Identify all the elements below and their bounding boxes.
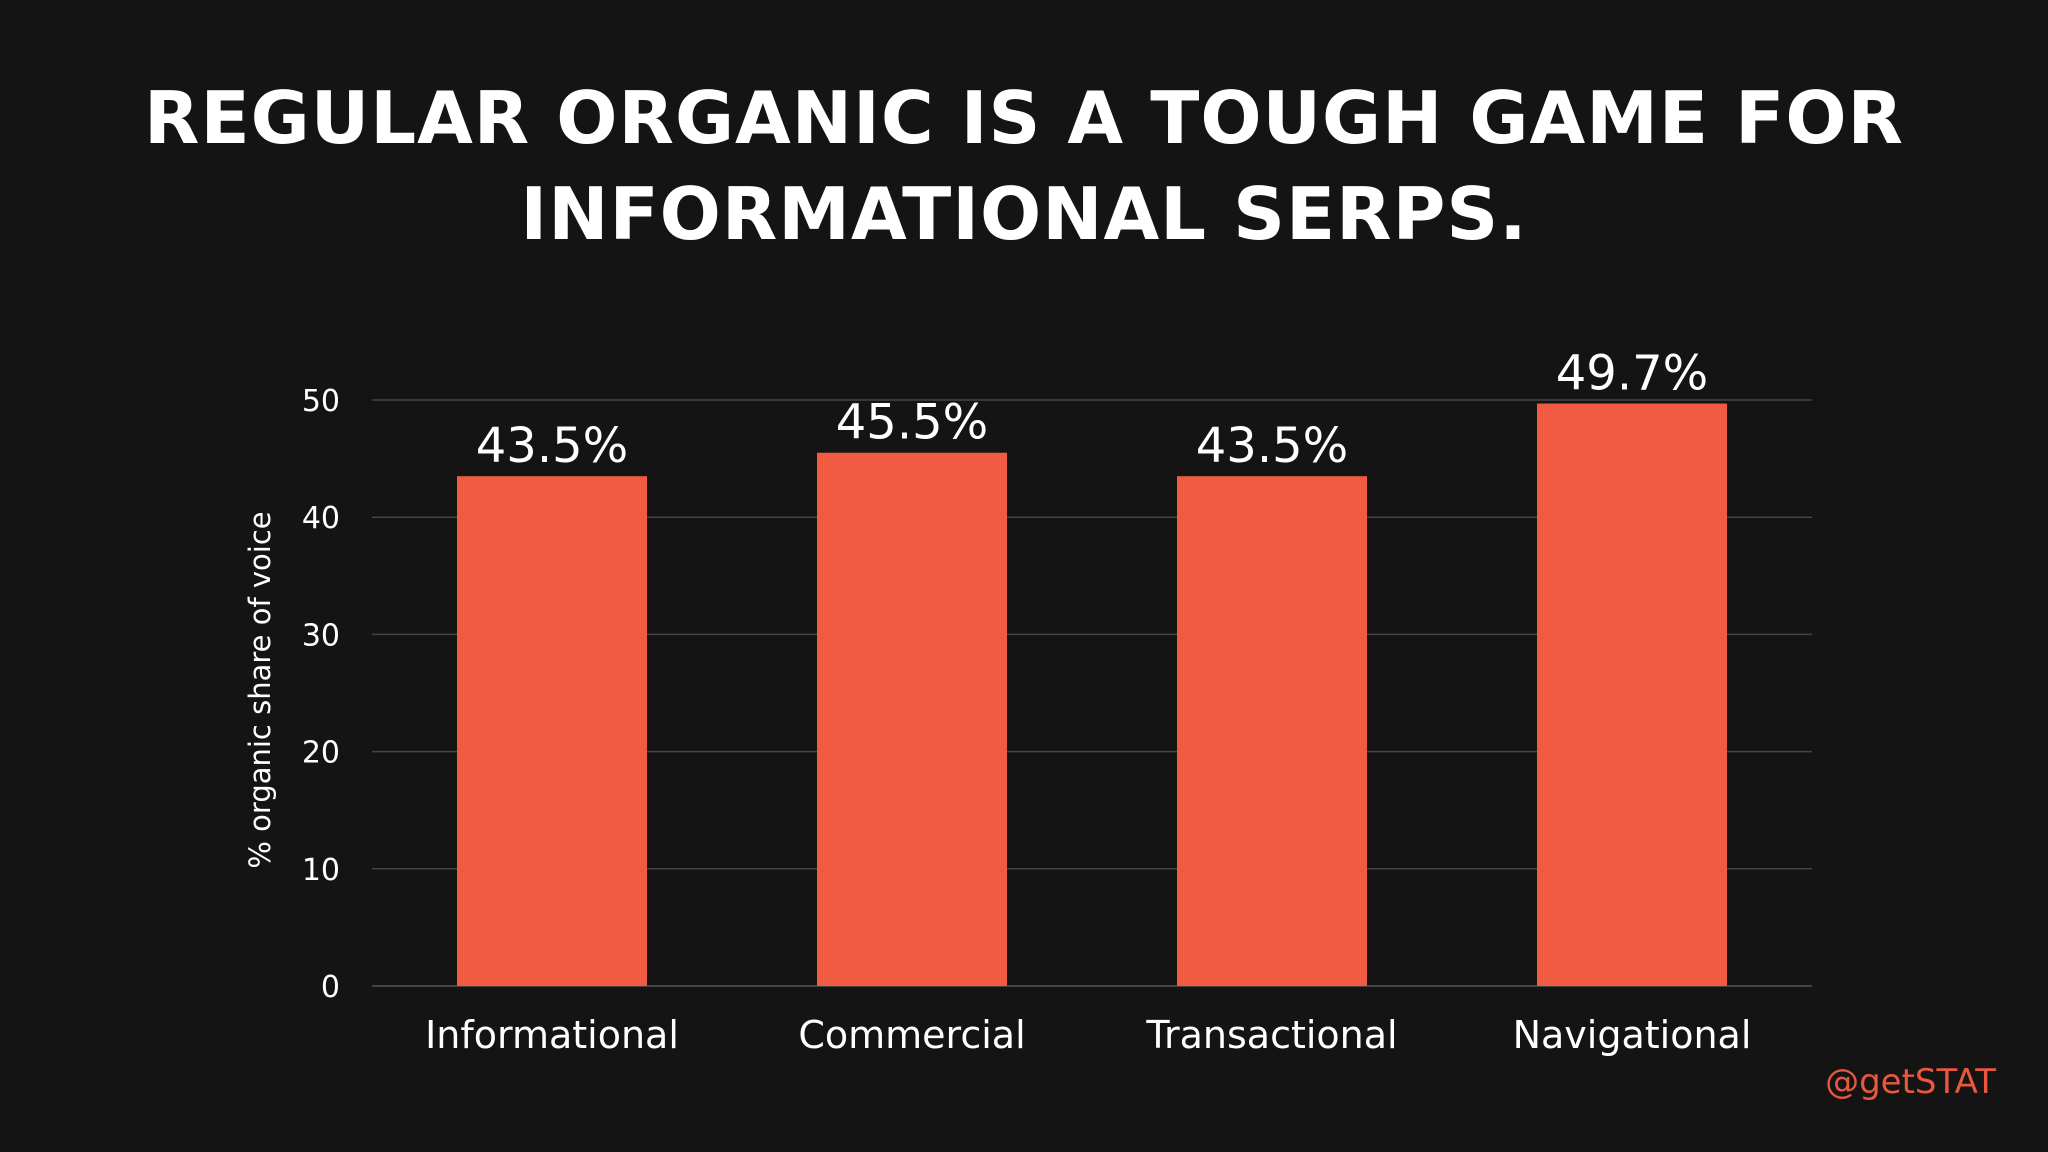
x-tick-label-navigational: Navigational xyxy=(1513,1013,1752,1057)
title-line-1: REGULAR ORGANIC IS A TOUGH GAME FOR xyxy=(144,76,1904,160)
x-tick-label-informational: Informational xyxy=(425,1013,679,1057)
y-tick-label: 20 xyxy=(302,736,340,771)
y-tick-label: 40 xyxy=(302,501,340,536)
brand-handle: @getSTAT xyxy=(1825,1062,1996,1102)
x-tick-label-transactional: Transactional xyxy=(1145,1013,1397,1057)
chart-title: REGULAR ORGANIC IS A TOUGH GAME FOR INFO… xyxy=(0,70,2048,262)
data-label-commercial: 45.5% xyxy=(836,395,988,451)
bar-navigational xyxy=(1537,403,1727,986)
y-tick-label: 0 xyxy=(321,970,340,1005)
title-line-2: INFORMATIONAL SERPS. xyxy=(520,172,1528,256)
data-label-navigational: 49.7% xyxy=(1556,346,1708,402)
y-tick-label: 10 xyxy=(302,853,340,888)
y-axis-ticks: 0 10 20 30 40 50 xyxy=(302,384,340,1005)
y-tick-label: 30 xyxy=(302,618,340,653)
bars xyxy=(457,403,1727,986)
data-labels: 43.5% 45.5% 43.5% 49.7% xyxy=(476,346,1708,475)
x-axis-ticks: Informational Commercial Transactional Navi… xyxy=(425,1013,1751,1057)
bar-informational xyxy=(457,476,647,986)
y-tick-label: 50 xyxy=(302,384,340,419)
data-label-transactional: 43.5% xyxy=(1196,418,1348,474)
y-axis-label: % organic share of voice xyxy=(243,511,277,868)
x-tick-label-commercial: Commercial xyxy=(798,1013,1025,1057)
bar-transactional xyxy=(1177,476,1367,986)
bar-commercial xyxy=(817,452,1007,986)
data-label-informational: 43.5% xyxy=(476,418,628,474)
